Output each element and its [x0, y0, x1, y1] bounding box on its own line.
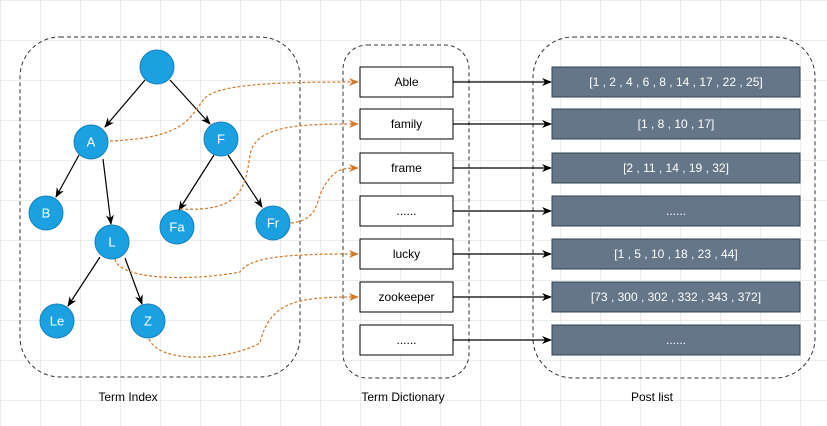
term-text: lucky [393, 247, 420, 261]
tree-nodes [28, 49, 291, 339]
post-list-text: [73 , 300 , 302 , 332 , 343 , 372] [591, 290, 761, 304]
post-list-text: [2 , 11 , 14 , 19 , 32] [623, 161, 729, 175]
term-text: Able [394, 75, 418, 89]
post-list-box[interactable] [551, 66, 801, 98]
tree-edges [55, 79, 263, 307]
node-label: Fa [169, 220, 185, 235]
post-list-box[interactable] [551, 238, 801, 270]
post-list-container [532, 36, 816, 379]
term-box[interactable] [359, 108, 454, 140]
node-label: L [108, 235, 115, 250]
term-dictionary-container [342, 44, 470, 379]
term-index-label: Term Index [98, 390, 157, 404]
post-list-box[interactable] [551, 281, 801, 313]
tree-node-fr[interactable] [255, 205, 291, 241]
node-label: B [42, 206, 51, 221]
post-list-text: [1 , 8 , 10 , 17] [638, 117, 715, 131]
node-label: Le [50, 314, 64, 329]
post-list-text: ...... [666, 333, 686, 347]
tree-node-fa[interactable] [159, 209, 195, 245]
node-label: A [87, 135, 96, 150]
term-text: ...... [396, 333, 416, 347]
tree-node-l[interactable] [94, 224, 130, 260]
node-label: Z [144, 314, 152, 329]
node-label: F [217, 132, 225, 147]
term-text: ...... [396, 204, 416, 218]
node-label: Fr [267, 216, 280, 231]
term-dictionary-label: Term Dictionary [361, 390, 444, 404]
tree-node-b[interactable] [28, 195, 64, 231]
term-box[interactable] [359, 152, 454, 184]
post-list-text: [1 , 5 , 10 , 18 , 23 , 44] [614, 247, 737, 261]
tree-node-a[interactable] [73, 124, 109, 160]
post-list-text: [1 , 2 , 4 , 6 , 8 , 14 , 17 , 22 , 25] [589, 75, 762, 89]
post-list-box[interactable] [551, 324, 801, 356]
term-text: zookeeper [378, 290, 434, 304]
tree-node-root[interactable] [139, 49, 175, 85]
tree-node-f[interactable] [203, 121, 239, 157]
term-text: frame [391, 161, 422, 175]
post-list-label: Post list [631, 390, 674, 404]
term-index-container [19, 36, 301, 378]
post-list-box[interactable] [551, 108, 801, 140]
tree-node-le[interactable] [39, 303, 75, 339]
term-box[interactable] [359, 66, 454, 98]
term-text: family [391, 117, 422, 131]
term-box[interactable] [359, 324, 454, 356]
term-links [109, 78, 359, 358]
post-list-box[interactable] [551, 152, 801, 184]
tree-node-z[interactable] [130, 303, 166, 339]
post-list-box[interactable] [551, 195, 801, 227]
post-list-text: ...... [666, 204, 686, 218]
